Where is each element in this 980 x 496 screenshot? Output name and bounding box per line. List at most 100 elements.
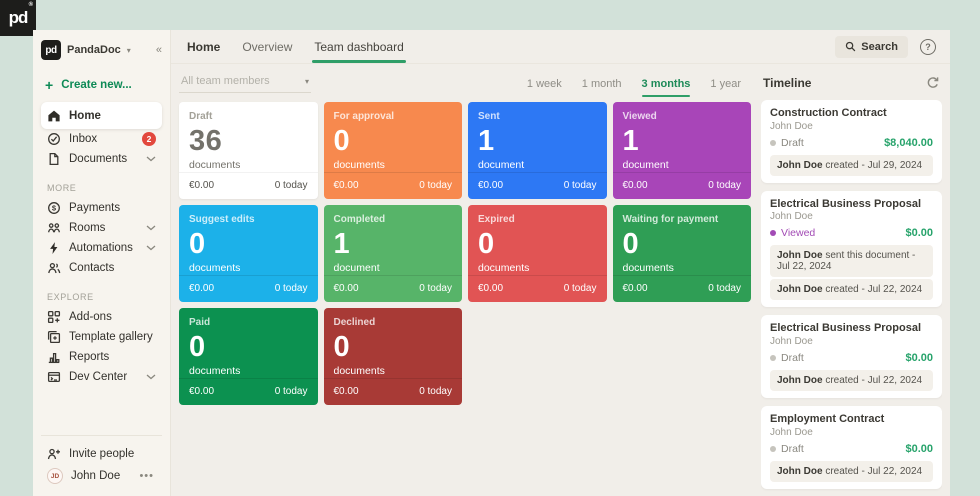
sidebar-item-automations[interactable]: Automations <box>41 238 162 258</box>
event-text: sent this document - Jul 22, 2024 <box>777 250 916 273</box>
select-caret-icon: ▾ <box>304 76 309 86</box>
chevron-down-icon <box>146 374 156 380</box>
refresh-icon[interactable] <box>926 76 940 90</box>
event-actor: John Doe <box>777 250 823 262</box>
status-card-amount: €0.00 <box>189 283 215 294</box>
sidebar-item-dev-center[interactable]: Dev Center <box>41 367 162 387</box>
status-card-completed[interactable]: Completed 1 document €0.00 0 today <box>323 205 462 302</box>
inbox-badge: 2 <box>142 132 156 146</box>
status-label: Viewed <box>781 227 816 240</box>
status-card-for-approval[interactable]: For approval 0 documents €0.00 0 today <box>323 102 462 199</box>
sidebar-item-label: Template gallery <box>69 331 153 343</box>
document-title: Employment Contract <box>770 412 885 425</box>
status-card-label: Sent <box>478 111 500 122</box>
status-dot <box>770 445 776 452</box>
status-card-today: 0 today <box>274 283 308 294</box>
invite-people-button[interactable]: Invite people <box>41 444 162 464</box>
sidebar-item-template-gallery[interactable]: Template gallery <box>41 327 162 347</box>
status-card-suggest-edits[interactable]: Suggest edits 0 documents €0.00 0 today <box>179 205 318 302</box>
status-card-unit: document <box>478 159 525 171</box>
status-card-expired[interactable]: Expired 0 documents €0.00 0 today <box>468 205 607 302</box>
status-label: Draft <box>781 442 804 455</box>
status-card-draft[interactable]: Draft 36 documents €0.00 0 today <box>179 102 318 199</box>
status-card-declined[interactable]: Declined 0 documents €0.00 0 today <box>323 308 462 405</box>
sidebar-item-label: Automations <box>69 242 133 254</box>
document-icon <box>49 152 59 166</box>
status-card-count: 0 <box>478 228 495 260</box>
status-card-today: 0 today <box>274 386 308 397</box>
topbar-actions: Search ? <box>835 30 936 63</box>
event-text: created - Jul 29, 2024 <box>825 159 923 171</box>
status-card-viewed[interactable]: Viewed 1 document €0.00 0 today <box>612 102 751 199</box>
search-button[interactable]: Search <box>835 35 908 58</box>
automations-icon <box>50 242 58 254</box>
status-card-label: Expired <box>478 214 515 225</box>
user-overflow-menu-icon[interactable]: ••• <box>139 470 154 482</box>
team-members-select[interactable]: All team members ▾ <box>179 75 311 93</box>
user-avatar: JD <box>47 468 63 484</box>
status-card-label: Paid <box>189 317 211 328</box>
status-dot <box>770 139 776 146</box>
status-card-amount: €0.00 <box>333 386 359 397</box>
document-amount: $0.00 <box>905 442 933 455</box>
pandadoc-logo[interactable]: pd ® <box>0 0 36 36</box>
timeline-card[interactable]: Electrical Business Proposal John Doe Vi… <box>761 190 942 308</box>
add-ons-icon <box>47 310 61 324</box>
event-list: John Doe created - Jul 29, 2024 <box>770 154 933 176</box>
sidebar-item-label: Documents <box>69 153 128 165</box>
document-owner: John Doe <box>770 426 813 438</box>
document-owner: John Doe <box>770 335 813 347</box>
range-1-week[interactable]: 1 week <box>526 78 562 90</box>
inbox-icon <box>48 133 60 145</box>
tab-overview[interactable]: Overview <box>242 39 293 54</box>
sidebar-item-contacts[interactable]: Contacts <box>41 258 162 278</box>
search-icon <box>846 41 856 52</box>
status-card-amount: €0.00 <box>333 180 359 191</box>
template-gallery-icon <box>47 330 61 344</box>
document-owner: John Doe <box>770 120 813 132</box>
status-card-paid[interactable]: Paid 0 documents €0.00 0 today <box>179 308 318 405</box>
contacts-icon <box>48 262 61 274</box>
user-menu[interactable]: JD John Doe ••• <box>41 466 162 486</box>
sidebar-item-label: Add-ons <box>69 311 112 323</box>
range-1-month[interactable]: 1 month <box>581 78 622 90</box>
status-card-today: 0 today <box>563 283 597 294</box>
status-card-sent[interactable]: Sent 1 document €0.00 0 today <box>468 102 607 199</box>
sidebar-item-addons[interactable]: Add-ons <box>41 307 162 327</box>
workspace-name: PandaDoc <box>67 44 121 56</box>
workspace-logo-icon: pd <box>41 40 61 60</box>
chevron-down-icon <box>146 225 156 231</box>
status-card-today: 0 today <box>274 180 308 191</box>
status-card-waiting-for-payment[interactable]: Waiting for payment 0 documents €0.00 0 t… <box>612 205 751 302</box>
sidebar-item-reports[interactable]: Reports <box>41 347 162 367</box>
event-row: John Doe created - Jul 22, 2024 <box>770 279 933 301</box>
status-card-unit: documents <box>333 159 385 171</box>
tab-team-dashboard[interactable]: Team dashboard <box>312 30 407 63</box>
document-title: Construction Contract <box>770 107 887 119</box>
tab-home[interactable]: Home <box>187 39 221 54</box>
status-card-today: 0 today <box>708 283 741 294</box>
payments-icon: $ <box>48 202 60 214</box>
help-button[interactable]: ? <box>920 38 936 55</box>
sidebar-collapse-button[interactable]: « <box>155 44 162 56</box>
event-list: John Doe sent this document - Jul 22, 20… <box>770 245 933 301</box>
dev-center-icon <box>47 371 61 383</box>
sidebar-item-payments[interactable]: $ Payments <box>41 198 162 218</box>
sidebar-item-inbox[interactable]: Inbox 2 <box>41 129 162 149</box>
sidebar-item-rooms[interactable]: Rooms <box>41 218 162 238</box>
sidebar-item-home[interactable]: Home <box>41 102 162 129</box>
workspace-caret-icon: ▾ <box>126 45 131 55</box>
status-dot <box>770 230 776 237</box>
workspace-switcher[interactable]: pd PandaDoc ▾ « <box>41 38 162 62</box>
timeline-panel: Timeline Construction Contract John Doe … <box>761 72 942 496</box>
status-card-label: For approval <box>333 111 395 122</box>
range-3-months[interactable]: 3 months <box>641 78 691 97</box>
timeline-card[interactable]: Electrical Business Proposal John Doe Dr… <box>761 315 942 398</box>
status-card-count: 0 <box>189 228 206 260</box>
document-status-row: Draft $0.00 <box>770 443 933 455</box>
sidebar-item-documents[interactable]: Documents <box>41 149 162 169</box>
timeline-card[interactable]: Construction Contract John Doe Draft $8,… <box>761 100 942 183</box>
timeline-card[interactable]: Employment Contract John Doe Draft $0.00… <box>761 405 942 489</box>
range-1-year[interactable]: 1 year <box>710 78 741 90</box>
create-new-button[interactable]: + Create new... <box>45 78 158 92</box>
